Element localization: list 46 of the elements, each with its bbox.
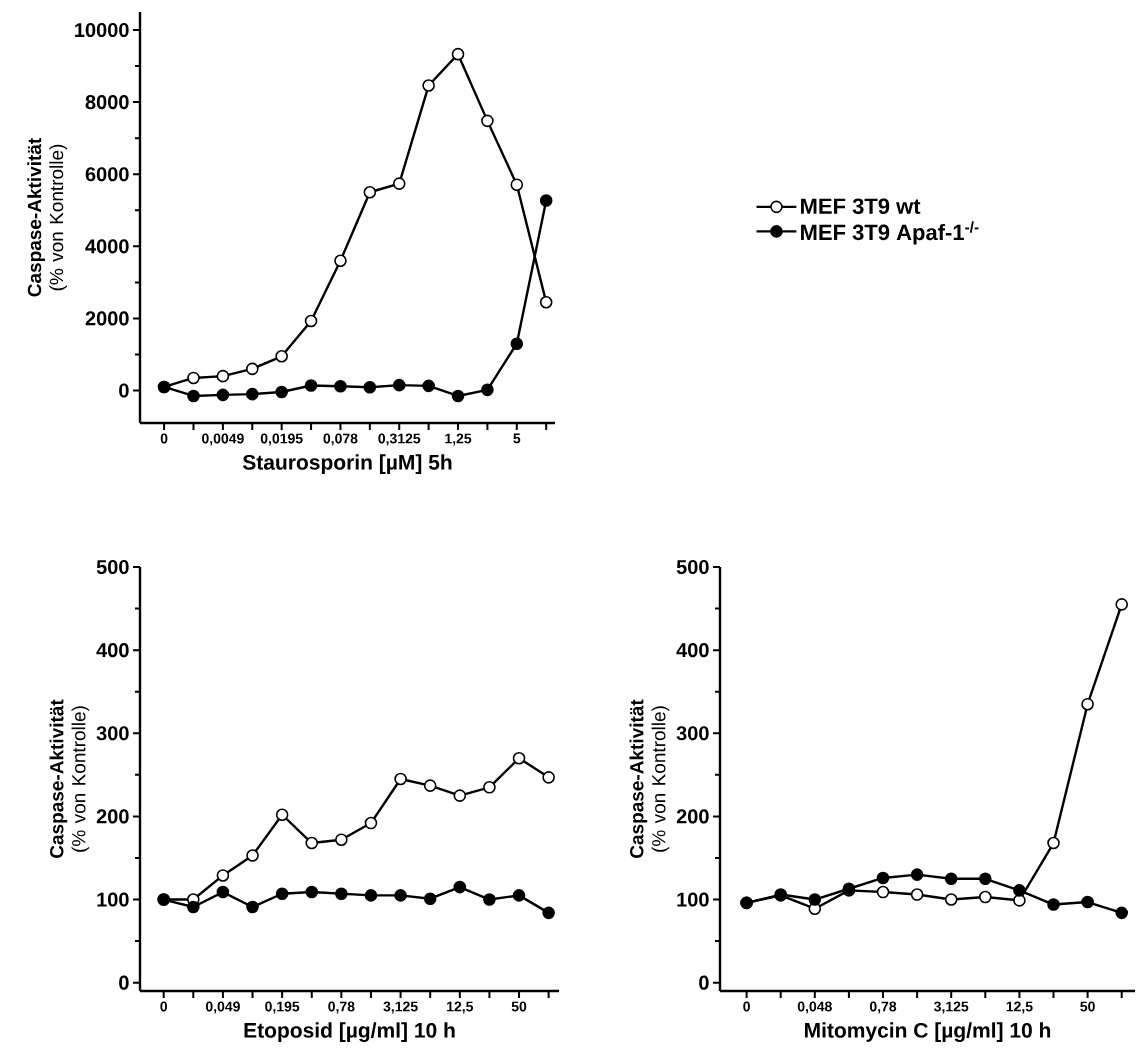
legend-label: MEF 3T9 wt (801, 198, 921, 215)
y-tick-label: 300 (676, 726, 709, 741)
x-tick-label: 0,78 (328, 1001, 355, 1014)
x-tick-label: 0,0049 (202, 433, 244, 446)
y-tick-label: 100 (97, 892, 129, 907)
x-tick-label: 12,5 (1006, 1001, 1033, 1014)
y-tick-label: 200 (96, 809, 129, 824)
x-axis-title: Etoposid [µg/ml] 10 h (244, 1022, 455, 1043)
y-tick-label: 0 (699, 975, 709, 990)
y-tick-label: 500 (676, 559, 709, 575)
y-tick-label: 400 (676, 643, 709, 658)
y-tick-label: 6000 (85, 167, 129, 182)
x-tick-label: 0 (160, 433, 168, 444)
y-tick-label: 0 (119, 975, 129, 990)
y-tick-label: 200 (676, 809, 709, 824)
x-tick-label: 0,078 (323, 433, 358, 446)
x-tick-label: 3,125 (934, 1001, 969, 1014)
y-tick-label: 2000 (85, 311, 129, 326)
x-tick-label: 5 (513, 433, 521, 444)
x-axis-title: Staurosporin [µM] 5h (242, 454, 452, 474)
x-axis-title: Mitomycin C [µg/ml] 10 h (805, 1022, 1051, 1043)
x-tick-label: 50 (1080, 1001, 1095, 1012)
x-tick-label: 0 (743, 1001, 750, 1012)
y-tick-label: 8000 (85, 95, 129, 110)
y-tick-label: 0 (119, 383, 129, 398)
y-axis-title: Caspase-Aktivität (% von Kontrolle) (49, 699, 90, 858)
y-tick-label: 400 (96, 643, 129, 658)
x-tick-label: 0,78 (869, 1001, 897, 1014)
x-tick-label: 0,0195 (260, 433, 303, 446)
x-tick-label: 0 (160, 1001, 168, 1012)
x-tick-label: 1,25 (445, 433, 472, 446)
y-tick-label: 500 (96, 559, 129, 575)
x-tick-label: 12,5 (447, 1001, 474, 1014)
y-tick-label: 4000 (85, 239, 129, 254)
y-axis-title: Caspase-Aktivität (% von Kontrolle) (27, 138, 67, 297)
x-tick-label: 3,125 (383, 1001, 418, 1014)
y-tick-label: 300 (96, 726, 129, 741)
y-tick-label: 10000 (75, 22, 129, 38)
x-tick-label: 0,048 (797, 1001, 832, 1014)
x-tick-label: 50 (511, 1001, 527, 1012)
x-tick-label: 0,049 (205, 1001, 240, 1014)
x-tick-label: 0,195 (265, 1001, 300, 1014)
x-tick-label: 0,3125 (378, 433, 421, 446)
y-tick-label: 100 (677, 892, 709, 907)
y-axis-title: Caspase-Aktivität (% von Kontrolle) (629, 699, 670, 858)
legend-label: MEF 3T9 Apaf-1$^{-/-}$ (801, 221, 979, 245)
